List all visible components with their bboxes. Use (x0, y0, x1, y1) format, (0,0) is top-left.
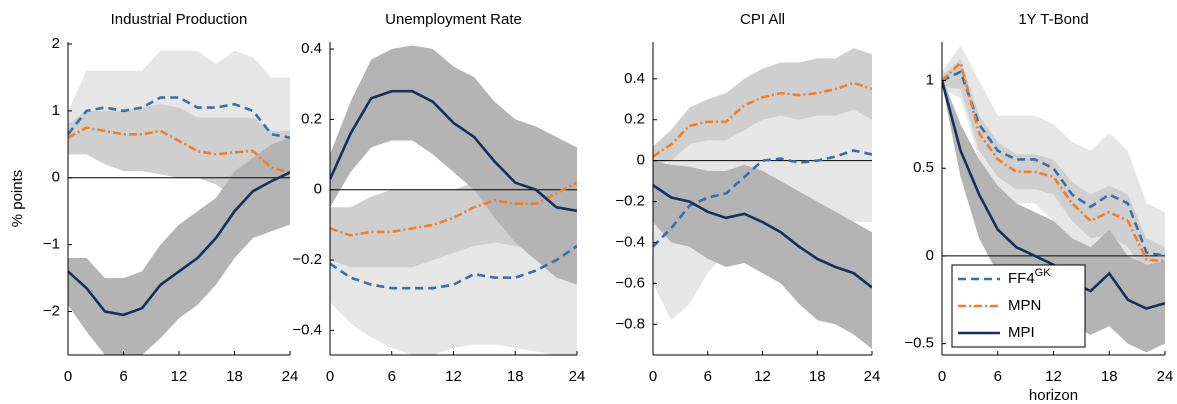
y-tick-label: −0.4 (615, 233, 645, 250)
x-tick-label: 18 (1101, 368, 1118, 385)
y-tick-label: 1 (926, 72, 934, 89)
y-tick-label: −0.5 (904, 335, 934, 352)
y-tick-label: −0.2 (292, 251, 322, 268)
x-tick-label: 18 (809, 368, 826, 385)
panel-title: Industrial Production (111, 11, 248, 28)
y-tick-label: 0 (637, 152, 645, 169)
x-tick-label: 24 (282, 368, 299, 385)
series-line (653, 81, 872, 158)
legend-name: FF4 (1008, 270, 1035, 287)
y-tick-label: 0.2 (301, 110, 322, 127)
x-tick-label: 12 (171, 368, 188, 385)
y-tick-label: −1 (43, 236, 60, 253)
y-tick-label: 0.4 (301, 40, 322, 57)
confidence-band (653, 160, 872, 349)
y-tick-label: −0.8 (615, 315, 645, 332)
confidence-band (68, 137, 290, 355)
x-tick-label: 12 (1045, 368, 1062, 385)
x-tick-label: 24 (1157, 368, 1174, 385)
x-tick-label: 6 (119, 368, 127, 385)
y-tick-label: 2 (52, 35, 60, 52)
x-tick-label: 0 (64, 368, 72, 385)
x-tick-label: 12 (445, 368, 462, 385)
series-line (942, 60, 1165, 263)
panel-title: Unemployment Rate (385, 11, 522, 28)
y-tick-label: −0.2 (615, 193, 645, 210)
y-tick-label: 0.2 (624, 111, 645, 128)
panel-title: 1Y T-Bond (1018, 11, 1088, 28)
x-tick-label: 24 (864, 368, 881, 385)
x-axis-label: horizon (1029, 387, 1078, 404)
panel-title: CPI All (740, 11, 785, 28)
legend-superscript: GK (1035, 267, 1052, 279)
y-tick-label: 0 (314, 181, 322, 198)
confidence-band (330, 45, 577, 285)
confidence-band (653, 48, 872, 165)
series-line (942, 70, 1165, 258)
x-tick-label: 18 (226, 368, 243, 385)
y-tick-label: 0 (926, 247, 934, 264)
series-line (330, 181, 577, 237)
x-tick-label: 12 (754, 368, 771, 385)
series-line (330, 244, 577, 290)
y-tick-label: 1 (52, 102, 60, 119)
x-tick-label: 24 (569, 368, 586, 385)
series-line (653, 184, 872, 289)
x-tick-label: 18 (507, 368, 524, 385)
series-line (68, 171, 290, 317)
legend-label: FF4GK (1008, 267, 1051, 287)
confidence-band (942, 77, 1165, 353)
x-tick-label: 6 (994, 368, 1002, 385)
y-tick-label: −0.4 (292, 321, 322, 338)
x-tick-label: 0 (326, 368, 334, 385)
series-line (68, 126, 290, 174)
y-tick-label: 0.4 (624, 70, 645, 87)
legend-label: MPI (1008, 324, 1035, 341)
y-tick-label: −2 (43, 302, 60, 319)
series-line (330, 89, 577, 213)
y-tick-label: 0 (52, 169, 60, 186)
y-tick-label: 0.5 (913, 159, 934, 176)
legend-name: MPN (1008, 297, 1041, 314)
y-tick-label: −0.6 (615, 274, 645, 291)
y-axis-label: % points (9, 170, 26, 228)
x-tick-label: 0 (938, 368, 946, 385)
x-tick-label: 6 (704, 368, 712, 385)
series-line (653, 149, 872, 248)
x-tick-label: 6 (388, 368, 396, 385)
x-tick-label: 0 (649, 368, 657, 385)
legend-name: MPI (1008, 324, 1035, 341)
confidence-band (942, 59, 1165, 274)
legend-label: MPN (1008, 297, 1041, 314)
